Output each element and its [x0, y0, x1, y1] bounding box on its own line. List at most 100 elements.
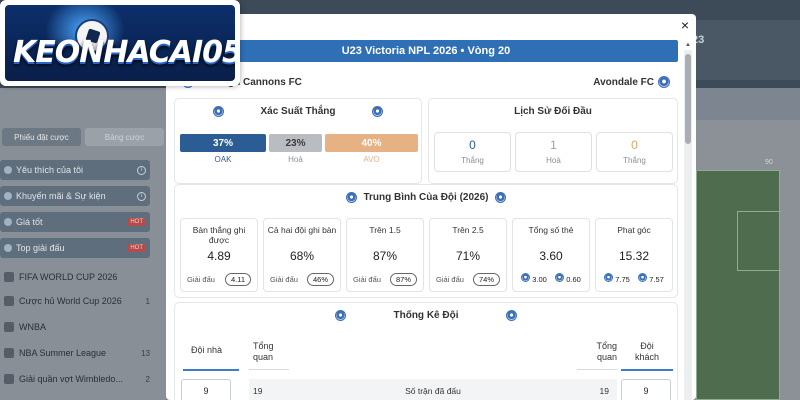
home-total-value: 19	[253, 386, 263, 396]
home-header-underline	[183, 369, 239, 371]
scrollbar-thumb[interactable]	[685, 54, 691, 144]
league-label: Cược hủ World Cup 2026	[19, 296, 122, 306]
avg-over-1-5: Trên 1.5 87% Giải đấu 87%	[346, 218, 424, 292]
home-crest-icon	[604, 273, 614, 282]
scrollbar-track[interactable]	[684, 50, 692, 400]
stat-label: Số trận đã đấu	[405, 386, 461, 396]
sidebar-league-item[interactable]: Giải quần vợt Wimbledo... 2	[0, 368, 150, 390]
h2h-home-wins: 0 Thắng	[434, 132, 511, 172]
info-icon: i	[137, 165, 146, 175]
sidebar-item-best-odds[interactable]: Giá tốt HOT	[0, 212, 150, 232]
league-count: 2	[145, 374, 150, 384]
sidebar-league-item[interactable]: NBA Summer League 13	[0, 342, 150, 364]
sidebar-item-promotions[interactable]: Khuyến mãi & Sự kiện i	[0, 186, 150, 206]
stat-row: 19 Số trận đã đấu 19	[249, 379, 617, 400]
hot-badge: HOT	[127, 218, 146, 226]
sidebar-tabs: Phiếu đặt cược Bảng cược	[0, 128, 166, 146]
away-stat-box: 9	[621, 379, 671, 400]
sidebar-item-top-leagues[interactable]: Top giải đấu HOT	[0, 238, 150, 258]
star-icon	[4, 166, 12, 174]
match-stats-modal: × ▲ U23 Victoria NPL 2026 • Vòng 20 Oakl…	[166, 14, 696, 400]
league-icon	[4, 322, 14, 332]
away-avg-value: 7.57	[649, 275, 664, 284]
avg-title: Cả hai đội ghi bàn	[267, 225, 337, 235]
header-divider	[577, 369, 617, 370]
league-label: WNBA	[19, 322, 46, 332]
site-logo[interactable]: KEONHACAI05	[0, 0, 240, 86]
win-probability-card: Xác Suất Thắng 37% 23% 40% OAK Hoà AVO	[174, 98, 422, 184]
sidebar-league-item[interactable]: FIFA WORLD CUP 2026	[0, 266, 150, 288]
avg-value: 15.32	[618, 249, 650, 263]
match-title: U23 Victoria NPL 2026 • Vòng 20	[341, 45, 511, 57]
avg-value: 71%	[455, 249, 481, 263]
avg-foot-label: Giải đấu	[436, 275, 464, 284]
probability-bar: 37% 23% 40%	[180, 134, 418, 152]
sidebar-item-label: Top giải đấu	[16, 243, 65, 253]
card-title: Thống Kê Đội	[393, 309, 459, 321]
home-crest-icon	[213, 106, 224, 117]
info-icon: i	[137, 191, 146, 201]
avg-footer: Giải đấu 87%	[353, 273, 417, 286]
avg-title: Trên 1.5	[369, 225, 401, 235]
home-crest-icon	[335, 310, 346, 321]
tab-bet-slip[interactable]: Phiếu đặt cược	[2, 128, 81, 146]
away-crest-icon	[372, 106, 383, 117]
card-header: Lịch Sử Đối Đầu	[429, 99, 677, 123]
away-crest-icon	[494, 191, 506, 203]
pitch-value: 90	[765, 159, 773, 166]
home-column-header: Đội nhà	[191, 345, 223, 355]
draw-prob-segment: 23%	[269, 134, 322, 152]
away-team-name: Avondale FC	[593, 76, 654, 88]
background-banner	[690, 20, 800, 80]
tab-odds-board[interactable]: Bảng cược	[85, 128, 164, 146]
away-crest-icon	[555, 273, 565, 282]
avg-foot-label: Giải đấu	[270, 275, 298, 284]
home-prob-label: OAK	[214, 155, 232, 164]
home-stat-box: 9	[181, 379, 231, 400]
card-title: Lịch Sử Đối Đầu	[514, 105, 592, 117]
header-divider	[249, 369, 289, 370]
team-averages-card: Trung Bình Của Đội (2026) Bàn thắng ghi …	[174, 184, 678, 298]
pitch-graphic: 90	[696, 159, 781, 400]
sidebar-league-item[interactable]: WNBA	[0, 316, 150, 338]
card-header: Trung Bình Của Đội (2026)	[175, 185, 677, 209]
away-avg-value: 0.60	[566, 275, 581, 284]
league-count: 1	[145, 296, 150, 306]
avg-team-split: 7.75 7.57	[600, 273, 668, 284]
avg-foot-label: Giải đấu	[353, 275, 381, 284]
h2h-away-wins: 0 Thắng	[596, 132, 673, 172]
head-to-head-card: Lịch Sử Đối Đầu 0 Thắng 1 Hoà 0 Thắng	[428, 98, 678, 184]
avg-goals-scored: Bàn thắng ghi được 4.89 Giải đấu 4.11	[180, 218, 258, 292]
h2h-value: 0	[469, 138, 476, 152]
h2h-label: Thắng	[461, 156, 484, 165]
avg-footer: Giải đấu 4.11	[187, 273, 251, 286]
card-title: Xác Suất Thắng	[260, 105, 336, 117]
football-icon	[75, 19, 109, 53]
avg-corners: Phạt góc 15.32 7.75 7.57	[595, 218, 673, 292]
scroll-up-arrow[interactable]: ▲	[685, 42, 691, 48]
pitch-box-line	[737, 211, 781, 271]
basketball-icon	[4, 348, 14, 358]
card-header: Xác Suất Thắng	[175, 99, 421, 123]
avg-title: Tổng số thẻ	[528, 225, 574, 235]
logo-text: KEONHACAI05	[13, 35, 235, 70]
avg-value: 4.89	[207, 249, 231, 263]
avg-btts: Cả hai đội ghi bàn 68% Giải đấu 46%	[263, 218, 341, 292]
card-header: Thống Kê Đội	[175, 303, 677, 327]
sidebar-item-favorites[interactable]: Yêu thích của tôi i	[0, 160, 150, 180]
avg-over-2-5: Trên 2.5 71% Giải đấu 74%	[429, 218, 507, 292]
away-crest-icon	[658, 76, 670, 88]
h2h-label: Thắng	[623, 156, 646, 165]
avg-value: 87%	[372, 249, 398, 263]
home-prob-segment: 37%	[180, 134, 266, 152]
league-label: FIFA WORLD CUP 2026	[19, 272, 118, 282]
tennis-icon	[4, 374, 14, 384]
team-stats-card: Thống Kê Đội Đội nhà Tổng quan Tổng quan…	[174, 302, 678, 400]
avg-value: 68%	[289, 249, 315, 263]
match-title-bar: U23 Victoria NPL 2026 • Vòng 20	[174, 40, 678, 62]
home-team-name: Oakleigh Cannons FC	[198, 76, 302, 88]
sidebar-league-item[interactable]: Cược hủ World Cup 2026 1	[0, 290, 150, 312]
avg-footer: Giải đấu 74%	[436, 273, 500, 286]
close-button[interactable]: ×	[680, 17, 690, 33]
home-crest-icon	[346, 191, 358, 203]
